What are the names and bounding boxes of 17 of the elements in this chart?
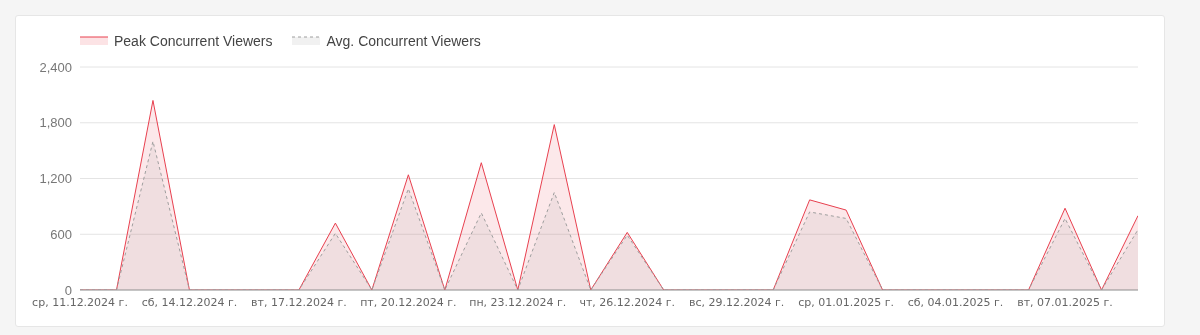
x-tick-label: пн, 23.12.2024 г. — [469, 295, 567, 309]
x-tick-label: сб, 14.12.2024 г. — [141, 295, 238, 309]
x-tick-label: вс, 29.12.2024 г. — [689, 295, 785, 309]
y-tick-label: 1,200 — [39, 171, 72, 187]
legend-label: Peak Concurrent Viewers — [114, 33, 273, 49]
y-tick-label: 0 — [64, 282, 72, 298]
x-tick-label: пт, 20.12.2024 г. — [360, 295, 457, 309]
x-tick-label: сб, 04.01.2025 г. — [907, 295, 1004, 309]
legend-label: Avg. Concurrent Viewers — [326, 33, 481, 49]
y-tick-label: 2,400 — [39, 59, 72, 75]
x-tick-label: ср, 11.12.2024 г. — [32, 295, 128, 309]
x-tick-label: ср, 01.01.2025 г. — [798, 295, 895, 309]
y-tick-label: 1,800 — [39, 115, 72, 131]
x-tick-label: вт, 17.12.2024 г. — [251, 295, 347, 309]
y-tick-label: 600 — [50, 226, 72, 242]
x-tick-label: вт, 07.01.2025 г. — [1017, 295, 1113, 309]
x-tick-label: чт, 26.12.2024 г. — [579, 295, 676, 309]
